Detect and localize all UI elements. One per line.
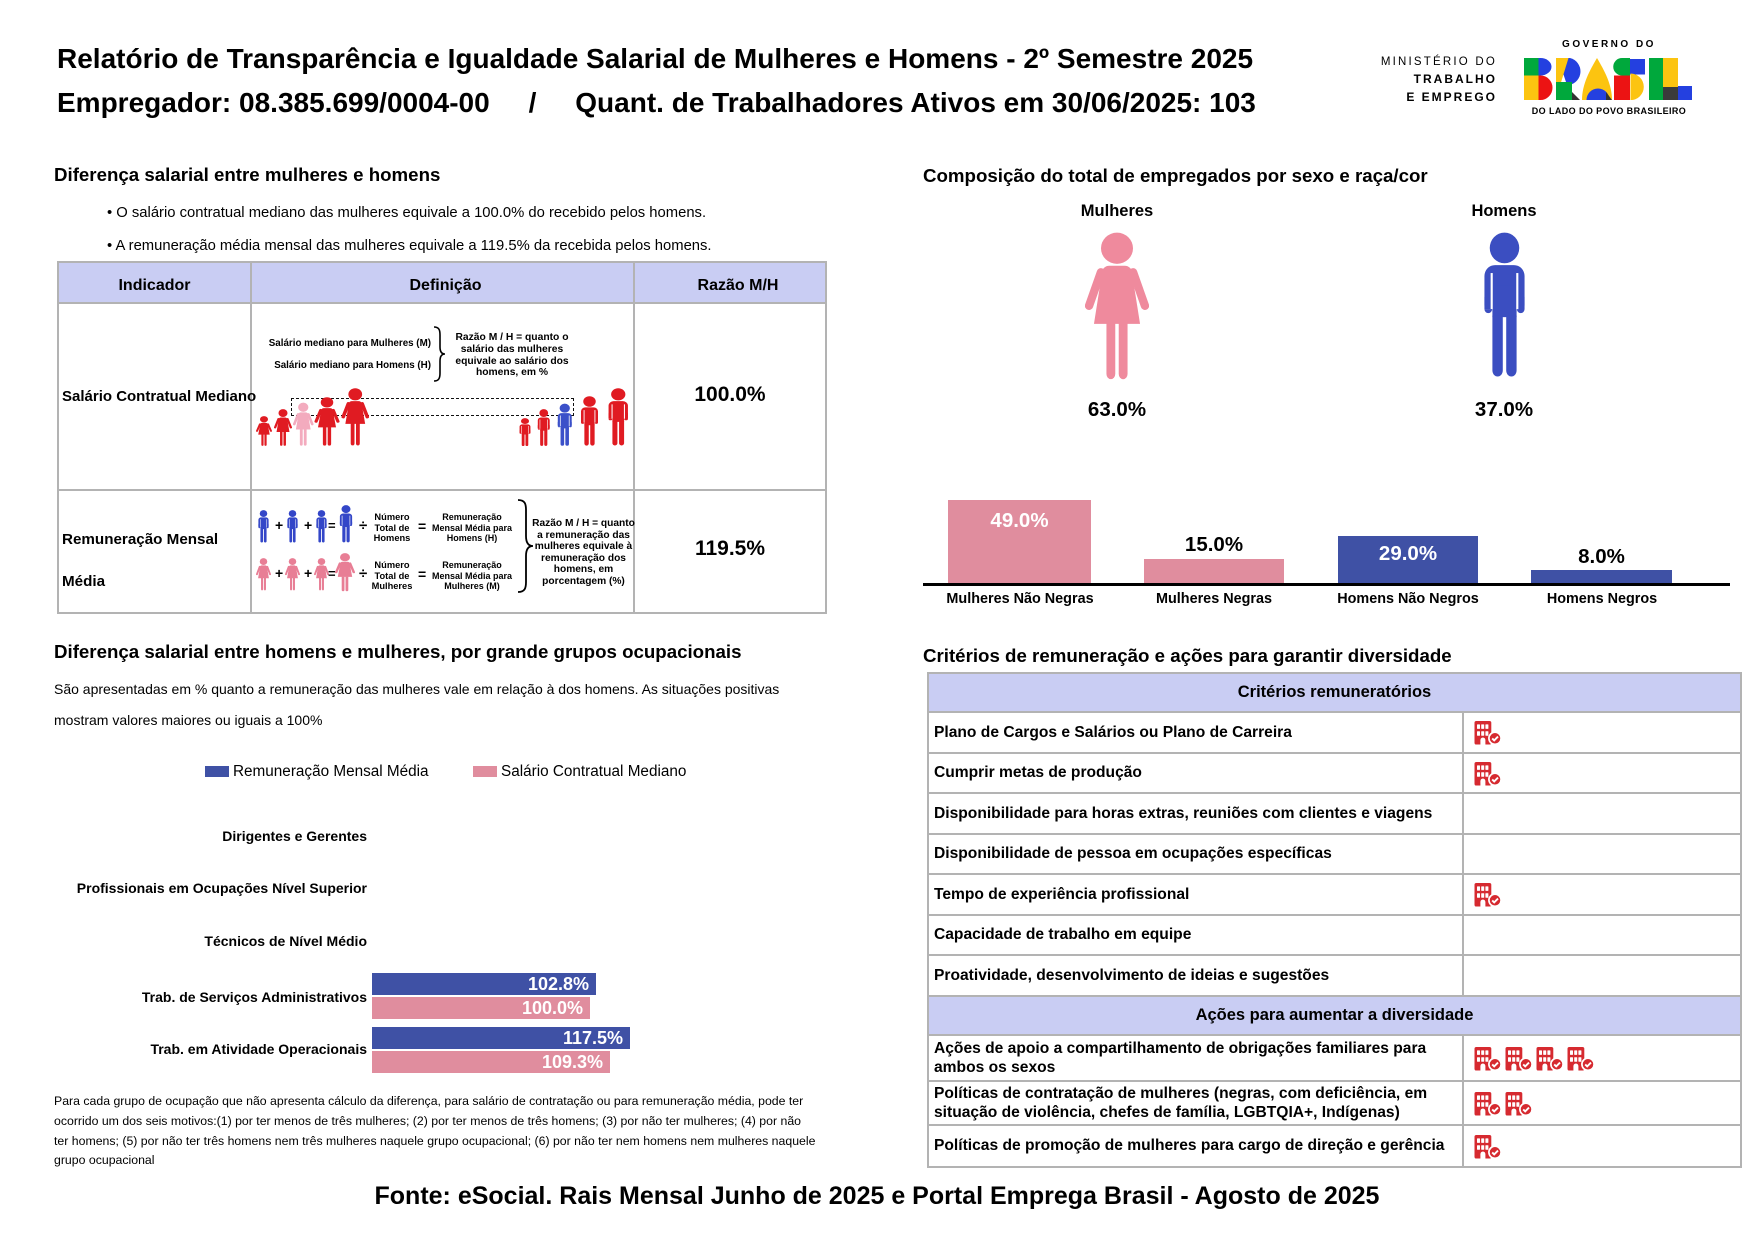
svg-text:+: + — [304, 517, 312, 533]
svg-text:÷: ÷ — [359, 517, 367, 534]
svg-text:=: = — [328, 518, 336, 533]
svg-text:+: + — [275, 517, 283, 533]
svg-text:÷: ÷ — [359, 565, 367, 582]
svg-text:+: + — [275, 565, 283, 581]
svg-text:=: = — [328, 566, 336, 581]
svg-text:+: + — [304, 565, 312, 581]
